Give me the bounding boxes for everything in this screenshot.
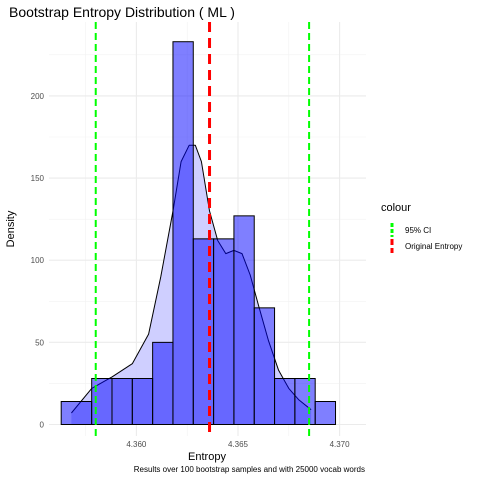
legend-key-label: 95% CI xyxy=(405,226,431,235)
histogram-bar xyxy=(233,215,255,425)
legend-key-label: Original Entropy xyxy=(405,242,462,251)
y-tick-label: 200 xyxy=(31,92,45,101)
legend-keys: 95% CI Original Entropy xyxy=(390,223,462,253)
y-tick-label: 150 xyxy=(31,174,45,183)
histogram-bar xyxy=(172,41,194,425)
reference-lines xyxy=(94,22,311,436)
y-tick-label: 100 xyxy=(31,256,45,265)
chart-title: Bootstrap Entropy Distribution ( ML ) xyxy=(9,4,235,20)
histogram-bar xyxy=(60,401,93,425)
histogram-bars xyxy=(60,41,337,426)
histogram-bar xyxy=(274,378,296,425)
histogram-bar xyxy=(91,378,113,425)
y-tick-label: 50 xyxy=(35,338,44,347)
histogram-bar xyxy=(213,238,235,425)
x-tick-label: 4.365 xyxy=(228,440,249,449)
legend-title: colour xyxy=(381,202,411,214)
x-axis-label: Entropy xyxy=(188,451,226,463)
x-axis-ticks: 4.360 4.365 4.370 xyxy=(126,440,350,449)
histogram-bar xyxy=(152,341,174,426)
histogram-bar xyxy=(314,401,337,425)
y-axis-label: Density xyxy=(5,210,17,247)
x-tick-label: 4.370 xyxy=(330,440,351,449)
x-tick-label: 4.360 xyxy=(126,440,147,449)
legend: colour 95% CI Original Entropy xyxy=(381,202,462,253)
histogram-bar xyxy=(253,307,276,426)
caption: Results over 100 bootstrap samples and w… xyxy=(134,465,365,474)
histogram-bar xyxy=(294,378,316,425)
y-axis-ticks: 0 50 100 150 200 xyxy=(31,92,45,430)
histogram-bar xyxy=(131,378,154,425)
y-tick-label: 0 xyxy=(40,421,45,430)
histogram-bar xyxy=(111,378,133,425)
